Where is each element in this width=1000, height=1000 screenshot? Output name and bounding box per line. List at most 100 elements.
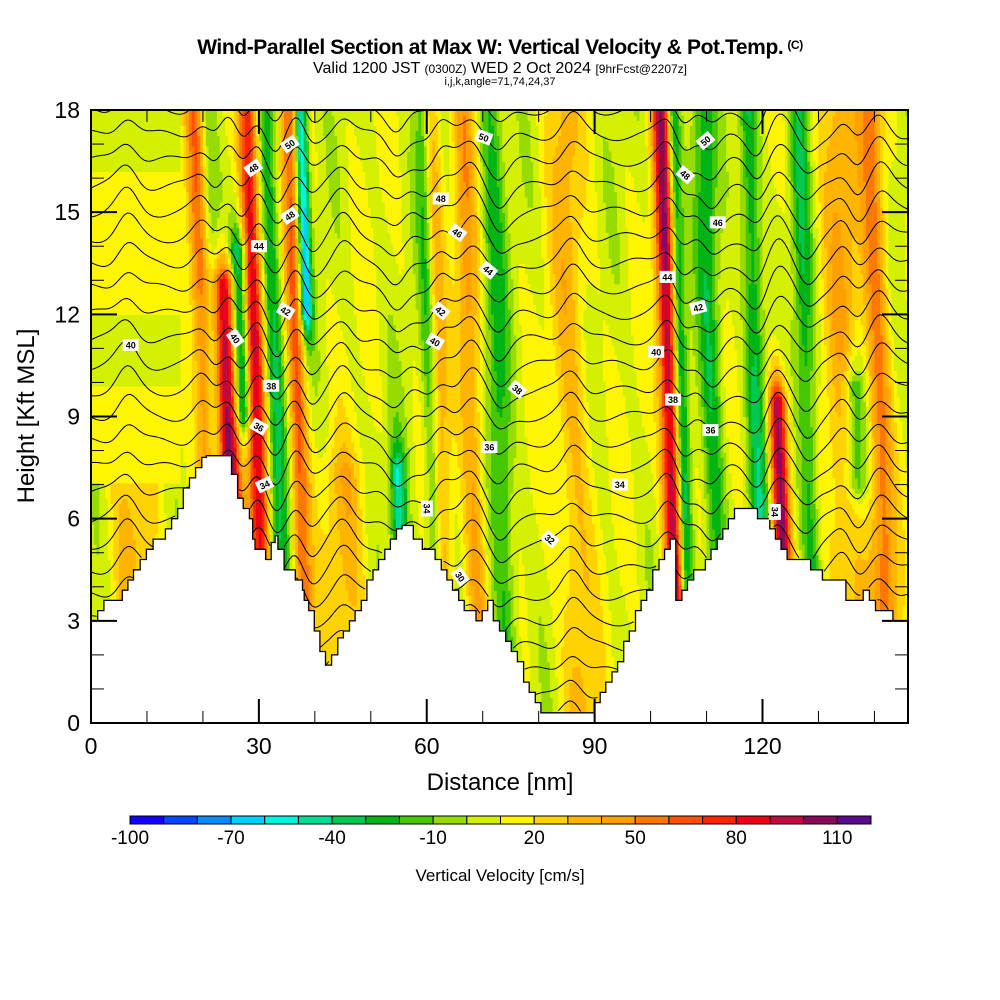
velocity-cell — [236, 431, 240, 443]
velocity-cell — [642, 426, 646, 723]
velocity-cell — [754, 283, 758, 356]
velocity-cell — [863, 370, 867, 402]
velocity-cell — [692, 528, 696, 601]
velocity-cell — [471, 110, 475, 142]
velocity-cell — [894, 370, 898, 423]
velocity-cell — [239, 207, 243, 223]
velocity-cell — [387, 110, 391, 234]
velocity-cell — [611, 273, 615, 346]
velocity-cell — [849, 370, 853, 382]
velocity-cell — [639, 212, 643, 412]
velocity-cell — [225, 278, 229, 290]
isentrope-line — [812, 524, 908, 559]
velocity-cell — [264, 314, 268, 346]
velocity-cell — [818, 385, 822, 499]
velocity-cell — [653, 191, 657, 229]
contour-label-text: 38 — [510, 383, 524, 397]
velocity-cell — [158, 314, 162, 387]
velocity-cell — [765, 110, 769, 137]
velocity-cell — [303, 207, 308, 315]
contour-label-bg — [665, 393, 681, 406]
velocity-cell — [306, 242, 310, 269]
velocity-cell — [421, 135, 425, 208]
velocity-cell — [303, 329, 308, 341]
velocity-cell — [810, 166, 814, 234]
velocity-cell — [860, 493, 864, 504]
velocity-cell — [404, 452, 408, 489]
velocity-cell — [314, 278, 319, 397]
velocity-cell — [611, 523, 615, 658]
velocity-cell — [681, 498, 685, 525]
velocity-cell — [345, 125, 350, 147]
contour-label-text: 48 — [283, 209, 297, 223]
velocity-cell — [742, 110, 747, 132]
velocity-cell — [242, 191, 246, 213]
isentrope-line — [443, 545, 657, 584]
velocity-cell — [429, 258, 433, 305]
velocity-cell — [169, 314, 173, 387]
velocity-cell — [535, 110, 540, 126]
velocity-cell — [600, 605, 604, 723]
velocity-cell — [124, 171, 128, 315]
velocity-cell — [306, 477, 310, 566]
velocity-cell — [631, 176, 635, 336]
velocity-cell — [496, 135, 501, 188]
velocity-cell — [230, 268, 235, 275]
velocity-cell — [675, 299, 680, 351]
velocity-cell — [373, 110, 377, 126]
velocity-cell — [672, 365, 677, 397]
velocity-cell — [429, 110, 433, 213]
velocity-cell — [216, 334, 221, 387]
velocity-cell — [575, 365, 579, 499]
velocity-cell — [670, 140, 674, 167]
velocity-cell — [770, 396, 775, 438]
velocity-cell — [317, 457, 322, 520]
velocity-cell — [854, 477, 859, 494]
velocity-cell — [784, 416, 789, 448]
velocity-cell — [776, 416, 780, 474]
velocity-cell — [863, 518, 867, 561]
velocity-cell — [132, 171, 137, 315]
velocity-cell — [857, 518, 862, 556]
velocity-cell — [868, 375, 873, 423]
velocity-cell — [854, 380, 859, 479]
velocity-cell — [309, 263, 313, 290]
velocity-cell — [488, 549, 492, 601]
velocity-cell — [177, 314, 182, 387]
velocity-cell — [533, 110, 537, 305]
isentrope-line — [91, 135, 908, 181]
velocity-cell — [236, 329, 240, 367]
velocity-cell — [692, 196, 696, 275]
velocity-cell — [477, 411, 481, 499]
velocity-cell — [745, 176, 750, 418]
velocity-cell — [726, 299, 730, 438]
velocity-cell — [219, 319, 224, 402]
velocity-cell — [169, 110, 173, 172]
velocity-cell — [152, 482, 156, 550]
velocity-cell — [337, 237, 341, 315]
velocity-cell — [306, 324, 310, 331]
velocity-cell — [555, 110, 559, 147]
contour-label-text: 30 — [453, 570, 467, 584]
velocity-cell — [233, 416, 238, 428]
velocity-cell — [519, 263, 523, 326]
velocity-cell — [877, 110, 881, 198]
velocity-cell — [857, 253, 862, 315]
velocity-cell — [146, 385, 151, 484]
velocity-cell — [284, 110, 288, 162]
velocity-cell — [261, 110, 266, 183]
isentrope-line — [91, 263, 908, 311]
colorbar-segment — [702, 815, 737, 825]
velocity-cell — [882, 140, 887, 213]
velocity-cell — [600, 528, 604, 607]
velocity-cell — [376, 161, 380, 310]
contour-label-text: 36 — [484, 443, 494, 453]
velocity-cell — [874, 110, 878, 203]
velocity-cell — [611, 344, 615, 525]
velocity-cell — [463, 273, 467, 479]
velocity-cell — [440, 452, 445, 617]
velocity-cell — [502, 212, 506, 269]
velocity-cell — [309, 171, 313, 208]
velocity-cell — [104, 171, 109, 315]
velocity-cell — [91, 110, 95, 172]
